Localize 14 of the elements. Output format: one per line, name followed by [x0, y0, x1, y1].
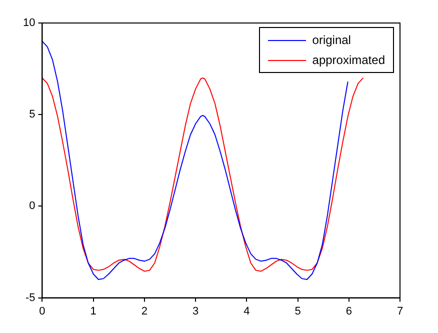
x-tick-label: 1	[90, 305, 96, 318]
x-tick-label: 3	[192, 305, 199, 318]
x-tick-label: 6	[346, 305, 352, 318]
y-tick-label: 0	[29, 200, 36, 212]
y-tick-label: -5	[25, 292, 36, 304]
x-tick-label: 0	[39, 305, 46, 318]
y-tick-label: 5	[29, 108, 36, 121]
legend-label: original	[312, 33, 351, 47]
legend-label: approximated	[312, 53, 385, 67]
x-tick-label: 5	[294, 305, 301, 318]
x-tick-label: 4	[244, 305, 250, 318]
x-tick-label: 7	[396, 305, 404, 318]
y-tick-label: 10	[22, 17, 36, 30]
x-tick-label: 2	[141, 305, 148, 318]
